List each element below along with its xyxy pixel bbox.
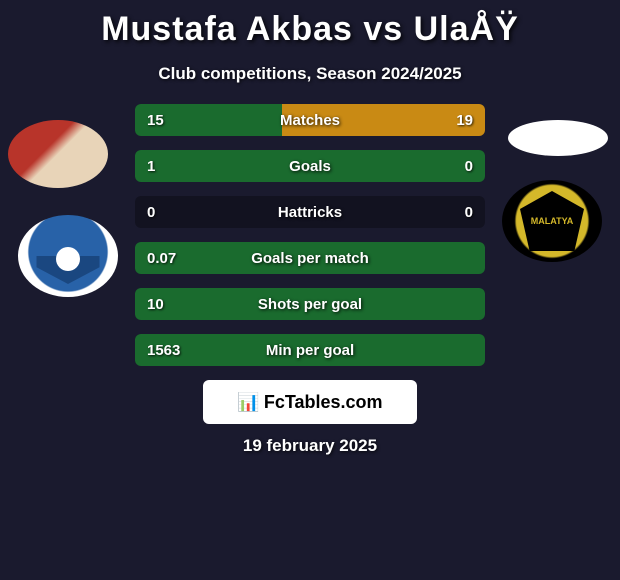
stat-value-right: 0 (465, 158, 473, 175)
stat-row: 1 Goals 0 (135, 150, 485, 182)
stat-row: 1563 Min per goal (135, 334, 485, 366)
stats-panel: 15 Matches 19 1 Goals 0 0 Hattricks 0 0.… (135, 104, 485, 366)
stat-label: Goals (289, 158, 331, 175)
stat-value-left: 1563 (147, 342, 180, 359)
watermark-text: FcTables.com (264, 392, 383, 413)
stat-label: Shots per goal (258, 296, 362, 313)
player-left-avatar (8, 120, 108, 188)
stat-label: Min per goal (266, 342, 354, 359)
watermark[interactable]: 📊 FcTables.com (203, 380, 417, 424)
date-text: 19 february 2025 (0, 436, 620, 456)
stat-value-left: 15 (147, 112, 164, 129)
team-right-badge: MALATYA (502, 180, 602, 262)
subtitle: Club competitions, Season 2024/2025 (0, 64, 620, 84)
stat-row: 0.07 Goals per match (135, 242, 485, 274)
stat-label: Matches (280, 112, 340, 129)
stat-value-left: 1 (147, 158, 155, 175)
stat-value-right: 19 (456, 112, 473, 129)
stat-value-left: 0 (147, 204, 155, 221)
stat-value-left: 0.07 (147, 250, 176, 267)
stat-row: 0 Hattricks 0 (135, 196, 485, 228)
stat-value-right: 0 (465, 204, 473, 221)
stat-label: Hattricks (278, 204, 342, 221)
player-right-avatar (508, 120, 608, 156)
stat-value-left: 10 (147, 296, 164, 313)
page-title: Mustafa Akbas vs UlaÅŸ (0, 10, 620, 49)
team-left-badge (18, 215, 118, 297)
team-right-label: MALATYA (531, 216, 574, 226)
stat-row: 15 Matches 19 (135, 104, 485, 136)
stat-row: 10 Shots per goal (135, 288, 485, 320)
chart-icon: 📊 (237, 392, 259, 413)
stat-label: Goals per match (251, 250, 369, 267)
